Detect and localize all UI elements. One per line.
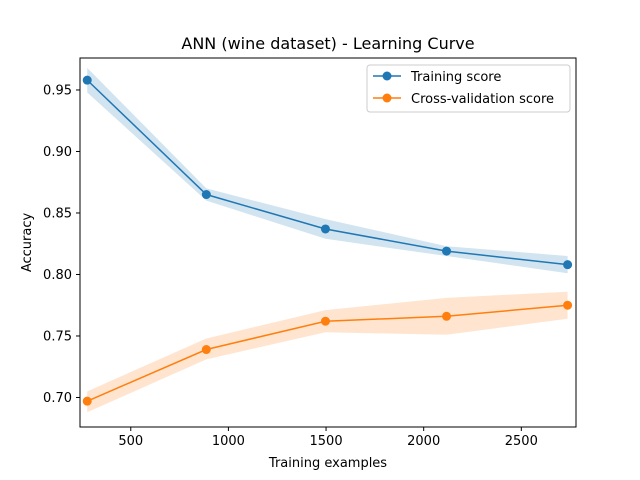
x-axis-label: Training examples (268, 456, 387, 471)
cross-validation-score-point (82, 396, 92, 406)
cross-validation-score-point (201, 345, 211, 355)
x-tick-label: 1500 (310, 434, 343, 449)
y-tick-label: 0.80 (43, 268, 72, 283)
x-tick-label: 1000 (212, 434, 245, 449)
y-axis-label: Accuracy (20, 213, 35, 273)
y-axis-ticks: 0.70 0.75 0.80 0.85 0.90 0.95 (43, 83, 80, 406)
cross-validation-score-point (320, 316, 330, 326)
series-markers (82, 75, 573, 406)
plot-frame (79, 57, 577, 428)
cross-validation-score-band (87, 291, 568, 413)
legend-marker-training (382, 71, 392, 81)
chart-title: ANN (wine dataset) - Learning Curve (181, 34, 474, 53)
training-score-point (442, 246, 452, 256)
legend-label-training: Training score (410, 70, 501, 85)
x-tick-label: 2000 (407, 434, 440, 449)
legend: Training score Cross-validation score (366, 64, 571, 113)
training-score-point (563, 260, 573, 270)
training-score-point (320, 224, 330, 234)
legend-label-cross-validation: Cross-validation score (411, 92, 554, 107)
legend-marker-cross-validation (382, 93, 392, 103)
cross-validation-score-point (563, 300, 573, 310)
x-tick-label: 500 (118, 434, 143, 449)
y-tick-label: 0.85 (43, 206, 72, 221)
y-tick-label: 0.75 (43, 329, 72, 344)
cross-validation-score-point (442, 311, 452, 321)
x-tick-label: 2500 (505, 434, 538, 449)
x-axis-ticks: 500 1000 1500 2000 2500 (118, 427, 538, 449)
y-tick-label: 0.90 (43, 145, 72, 160)
y-tick-label: 0.70 (43, 391, 72, 406)
training-score-point (201, 190, 211, 200)
y-tick-label: 0.95 (43, 83, 72, 98)
training-score-point (82, 75, 92, 85)
legend-box (366, 64, 571, 113)
